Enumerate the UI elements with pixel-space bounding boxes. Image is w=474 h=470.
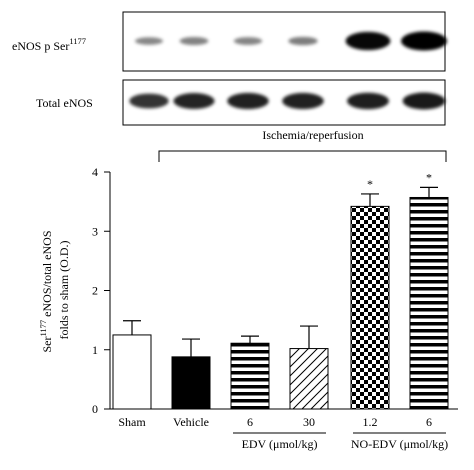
bar-2: [171, 356, 211, 410]
y-axis-label: Ser1177 eNOS/total eNOS folds to sham (O…: [38, 227, 71, 352]
bar-6: [409, 196, 449, 410]
bracket-label: Ischemia/reperfusion: [262, 128, 363, 142]
total-band-3: [227, 92, 269, 110]
ischemia-bracket: [158, 150, 447, 162]
phospho-blot-label: eNOS p Ser1177: [12, 36, 86, 53]
total-band-2: [173, 93, 215, 109]
y-tick-label-4: 4: [92, 165, 98, 179]
x-tick-label-1: Sham: [118, 415, 146, 429]
y-tick-label-0: 0: [92, 402, 98, 416]
bar-3: [230, 342, 270, 410]
group-labels: EDV (μmol/kg) NO-EDV (μmol/kg): [233, 432, 448, 451]
phospho-band-3: [233, 37, 263, 45]
y-tick-label-1: 1: [92, 343, 98, 357]
phospho-band-6: [401, 31, 447, 51]
total-band-4: [282, 92, 324, 110]
phospho-band-1: [135, 37, 163, 45]
phospho-blot-bands: [135, 31, 447, 51]
x-tick-label-4: 30: [303, 415, 315, 429]
significance-marker-6: *: [426, 170, 432, 184]
x-tick-label-2: Vehicle: [173, 415, 209, 429]
total-blot-bands: [129, 92, 446, 110]
y-ticks: 0 1 2 3 4: [92, 165, 110, 416]
phospho-band-5: [345, 31, 391, 51]
y-tick-label-3: 3: [92, 224, 98, 238]
y-tick-label-2: 2: [92, 284, 98, 298]
x-tick-label-3: 6: [247, 415, 253, 429]
phospho-band-2: [179, 36, 209, 46]
group-label-1: EDV (μmol/kg): [242, 437, 318, 451]
x-tick-label-5: 1.2: [363, 415, 378, 429]
x-tick-labels: Sham Vehicle 6 30 1.2 6: [118, 415, 432, 429]
total-band-5: [346, 92, 390, 110]
phospho-band-4: [288, 36, 318, 46]
total-band-6: [402, 92, 446, 110]
significance-marker-5: *: [367, 177, 373, 191]
total-blot-label: Total eNOS: [36, 96, 93, 110]
bar-5: [350, 205, 390, 410]
total-band-1: [129, 93, 169, 109]
bars: * *: [112, 170, 449, 410]
phospho-blot-frame: [122, 11, 446, 72]
x-tick-label-6: 6: [426, 415, 432, 429]
bar-4: [289, 348, 329, 410]
group-label-2: NO-EDV (μmol/kg): [351, 437, 448, 451]
bar-1: [112, 334, 152, 410]
